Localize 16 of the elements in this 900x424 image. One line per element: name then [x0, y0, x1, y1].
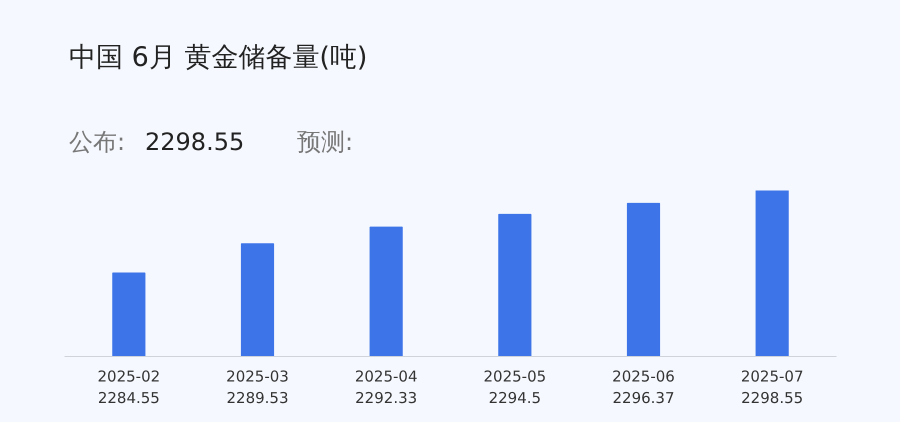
data-label: 2298.55 [741, 389, 804, 408]
data-label: 2292.33 [355, 389, 418, 408]
chart-title: 中国 6月 黄金储备量(吨) [68, 41, 368, 75]
text: 公布: [69, 127, 126, 158]
data-label: 2289.53 [226, 389, 289, 408]
text: 2298.55 [145, 127, 244, 158]
x-tick-label: 2025-03 [226, 368, 289, 386]
x-tick-label: 2025-07 [740, 368, 804, 386]
data-label: 2284.55 [98, 389, 160, 408]
text: 预测: [297, 127, 354, 158]
x-tick-label: 2025-06 [612, 368, 675, 386]
x-tick-label: 2025-04 [354, 368, 418, 386]
x-tick-label: 2025-05 [483, 368, 546, 386]
x-tick-label: 2025-02 [97, 368, 160, 386]
data-label: 2294.5 [488, 389, 542, 408]
data-label: 2296.37 [612, 389, 675, 408]
